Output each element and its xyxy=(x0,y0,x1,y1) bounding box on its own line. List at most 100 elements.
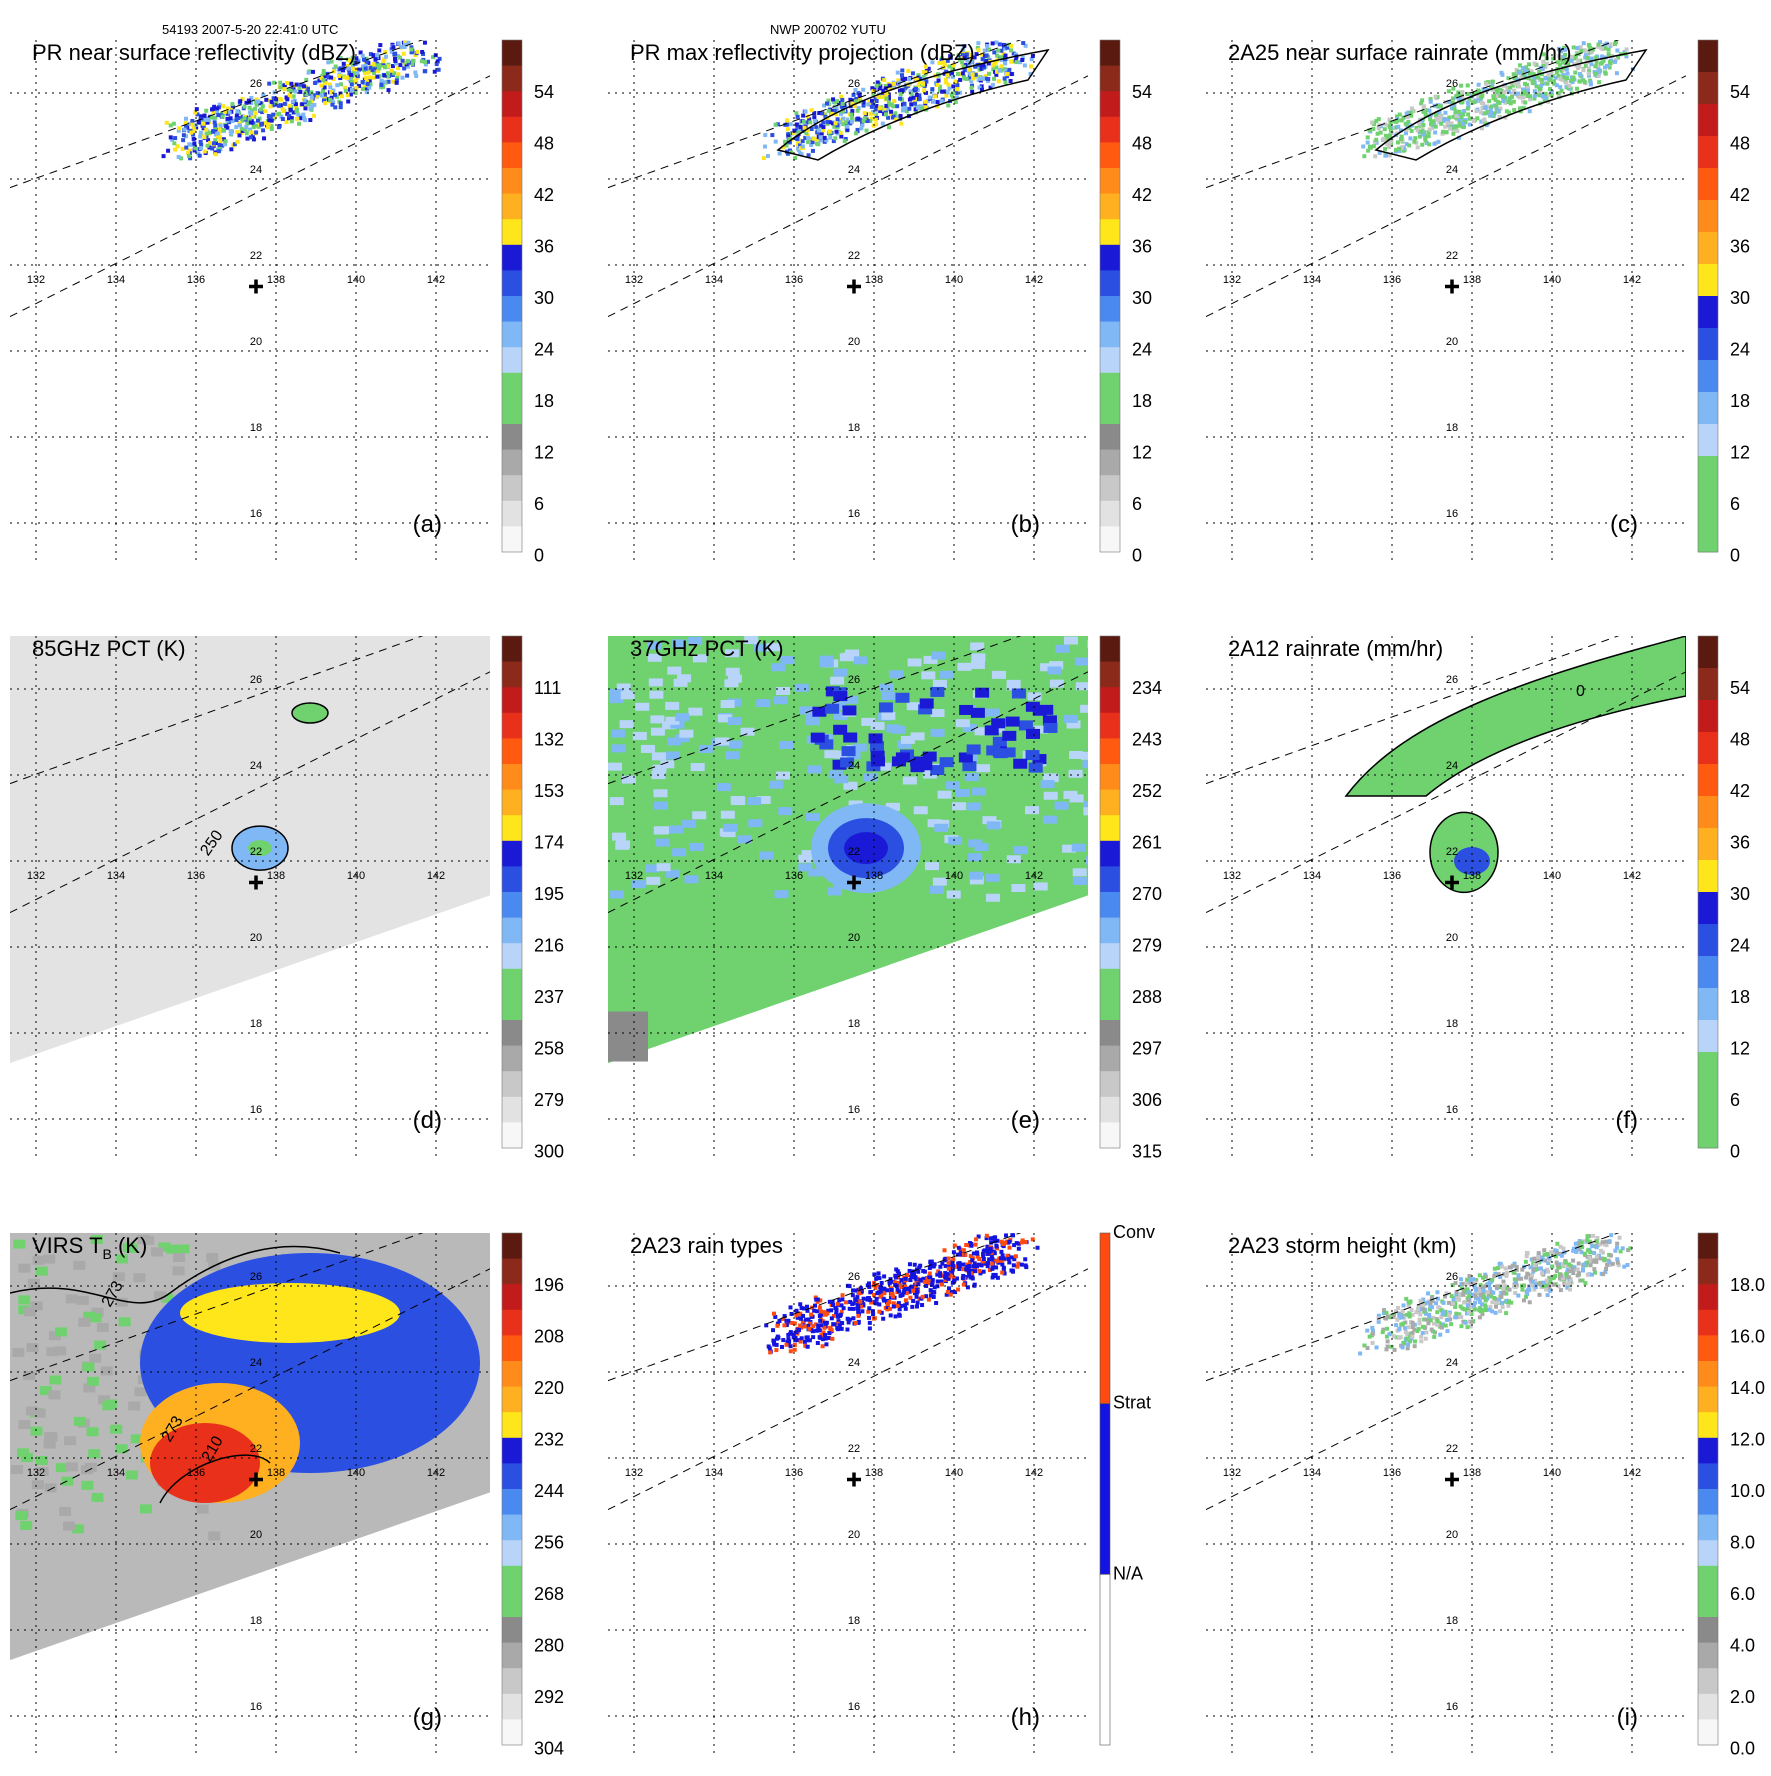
panel-title: VIRS TB (K) xyxy=(32,1233,147,1262)
pixel-block xyxy=(970,707,985,718)
colorbar-segment xyxy=(1698,168,1718,201)
rain-pixel xyxy=(271,103,276,108)
rain-pixel xyxy=(272,80,277,85)
rain-pixel xyxy=(176,128,181,133)
rain-pixel xyxy=(1412,1344,1417,1349)
lat-tick-label: 20 xyxy=(848,336,860,348)
rain-pixel xyxy=(879,1310,884,1315)
rain-pixel xyxy=(872,1316,877,1321)
colorbar-segment xyxy=(1698,1258,1718,1285)
lon-tick-label: 136 xyxy=(1383,274,1401,286)
swath-edge xyxy=(10,1268,490,1511)
rain-pixel xyxy=(900,77,905,82)
colorbar-segment xyxy=(1100,449,1120,476)
rain-pixel xyxy=(1414,125,1419,130)
rain-pixel xyxy=(812,115,817,120)
colorbar-tick-label: 6 xyxy=(1132,494,1142,514)
rain-pixel xyxy=(1387,117,1392,122)
lon-tick-label: 138 xyxy=(865,870,883,882)
rain-pixel xyxy=(903,1276,908,1281)
rain-pixel xyxy=(800,139,805,144)
pixel-block xyxy=(833,668,848,677)
rain-pixel xyxy=(1603,46,1608,51)
rain-pixel xyxy=(261,92,266,97)
rain-pixel xyxy=(215,127,220,132)
rain-pixel xyxy=(887,1281,892,1286)
pixel-block xyxy=(927,819,942,828)
rain-pixel xyxy=(1467,97,1472,102)
rain-pixel xyxy=(882,106,887,111)
rain-pixel xyxy=(829,1327,834,1332)
rain-pixel xyxy=(1477,1300,1482,1305)
cloud-pixel xyxy=(83,1383,96,1393)
rain-pixel xyxy=(1410,109,1415,114)
pixel-block xyxy=(1002,730,1017,741)
rain-pixel xyxy=(1383,133,1388,138)
rain-pixel xyxy=(874,1301,879,1306)
cloud-pixel xyxy=(94,1340,107,1350)
rain-pixel xyxy=(1451,86,1456,91)
colorbar-tick-label: 48 xyxy=(534,134,554,154)
rain-pixel xyxy=(1567,84,1572,89)
colorbar-frame xyxy=(1697,635,1719,1149)
pixel-block xyxy=(756,796,771,805)
colorbar-segment xyxy=(502,347,522,374)
rain-pixel xyxy=(781,1338,786,1343)
rain-pixel xyxy=(1474,1278,1479,1283)
colorbar-tick-label: 252 xyxy=(1132,781,1162,801)
rain-pixel xyxy=(948,55,953,60)
rain-pixel xyxy=(1567,1262,1572,1267)
rain-pixel xyxy=(773,1314,778,1319)
rain-pixel xyxy=(1457,135,1462,140)
rain-pixel xyxy=(205,120,210,125)
pixel-block xyxy=(740,727,755,736)
rain-pixel xyxy=(984,53,989,58)
rain-pixel xyxy=(1387,153,1392,158)
rain-pixel xyxy=(950,74,955,79)
rain-pixel xyxy=(1594,1259,1599,1264)
rain-pixel xyxy=(898,88,903,93)
rain-pixel xyxy=(1474,108,1479,113)
rain-pixel xyxy=(995,1258,1000,1263)
rain-pixel xyxy=(204,127,209,132)
rain-pixel xyxy=(1495,93,1500,98)
rain-pixel xyxy=(321,71,326,76)
rain-pixel xyxy=(1478,110,1483,115)
rain-pixel xyxy=(249,95,254,100)
pixel-block xyxy=(719,828,734,837)
rain-pixel xyxy=(235,139,240,144)
rain-pixel xyxy=(1002,1256,1007,1261)
rain-pixel xyxy=(1552,1275,1557,1280)
rain-pixel xyxy=(841,1306,846,1311)
rain-pixel xyxy=(269,99,274,104)
rain-pixel xyxy=(205,143,210,148)
rain-pixel xyxy=(353,90,358,95)
cloud-pixel xyxy=(65,1462,78,1472)
rain-pixel xyxy=(898,113,903,118)
rain-pixel xyxy=(378,43,383,48)
pixel-block xyxy=(1085,856,1088,865)
rain-pixel xyxy=(984,59,989,64)
rain-pixel xyxy=(1455,1296,1460,1301)
rain-pixel xyxy=(874,99,879,104)
rain-pixel xyxy=(873,122,878,127)
swath-edge xyxy=(10,1233,424,1382)
colorbar-segment xyxy=(1698,1540,1718,1567)
rain-pixel xyxy=(805,1335,810,1340)
pixel-block xyxy=(881,711,896,720)
rain-pixel xyxy=(852,1288,857,1293)
pixel-block xyxy=(692,654,707,663)
rain-pixel xyxy=(895,70,900,75)
rain-pixel xyxy=(1497,1261,1502,1266)
pixel-block xyxy=(975,687,990,698)
rain-pixel xyxy=(1429,1327,1434,1332)
rain-pixel xyxy=(1544,1278,1549,1283)
rain-pixel xyxy=(322,94,327,99)
rain-pixel xyxy=(355,74,360,79)
rain-pixel xyxy=(991,1235,996,1240)
rain-pixel xyxy=(785,151,790,156)
lat-tick-label: 18 xyxy=(1446,1018,1458,1030)
rain-pixel xyxy=(175,144,180,149)
pixel-block xyxy=(1025,806,1040,815)
